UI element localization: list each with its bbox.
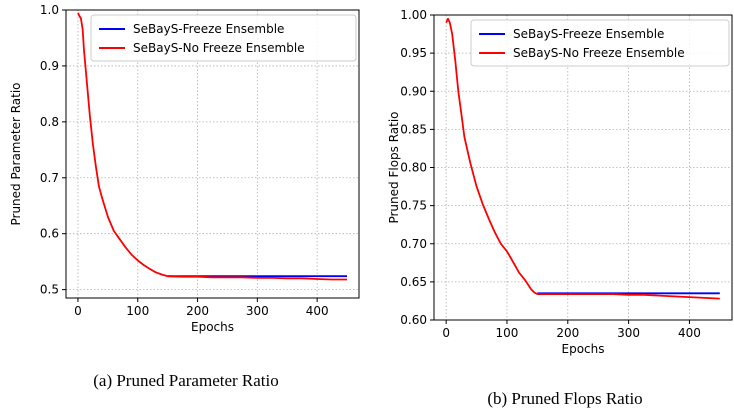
chart-caption: (b) Pruned Flops Ratio [487,389,642,408]
x-tick-label-3: 300 [246,304,269,318]
y-tick-label-2: 0.7 [40,171,59,185]
x-tick-label-0: 0 [442,326,450,340]
chart-0: 0 100 200 300 400 0.5 0.6 0.7 0.8 0.9 1.0 Epochs Pru… [9,3,360,390]
x-tick-label-4: 400 [306,304,329,318]
x-tick-label-0: 0 [74,304,82,318]
y-tick-label-5: 0.85 [400,122,427,136]
chart-1: 0 100 200 300 400 0.60 0.65 0.70 0.75 0.80 0.85 0.9… [387,8,733,408]
x-tick-label-4: 400 [678,326,701,340]
y-axis-label: Pruned Parameter Ratio [9,82,23,225]
legend-label-1: SeBayS-No Freeze Ensemble [133,41,305,55]
y-tick-label-0: 0.5 [40,283,59,297]
x-tick-label-2: 200 [186,304,209,318]
legend-label-0: SeBayS-Freeze Ensemble [513,27,664,41]
y-tick-label-1: 0.65 [400,275,427,289]
legend-box [470,19,730,67]
y-tick-label-5: 1.0 [40,3,59,17]
series-line-1 [77,12,347,281]
y-tick-label-3: 0.8 [40,115,59,129]
y-tick-label-6: 0.90 [400,84,427,98]
y-tick-label-1: 0.6 [40,227,59,241]
plot-frame [65,9,360,299]
series-line-1 [445,17,720,300]
x-tick-label-2: 200 [556,326,579,340]
x-axis-label: Epochs [562,342,605,356]
y-tick-label-4: 0.9 [40,59,59,73]
y-tick-label-4: 0.80 [400,161,427,175]
y-tick-label-7: 0.95 [400,46,427,60]
chart-caption: (a) Pruned Parameter Ratio [93,371,279,390]
x-axis-label: Epochs [191,320,234,334]
legend-box [90,14,357,62]
y-tick-label-8: 1.00 [400,8,427,22]
y-tick-label-3: 0.75 [400,199,427,213]
x-tick-label-1: 100 [496,326,519,340]
x-tick-label-1: 100 [126,304,149,318]
y-tick-label-2: 0.70 [400,237,427,251]
y-tick-label-0: 0.60 [400,313,427,327]
x-tick-label-3: 300 [617,326,640,340]
legend-label-1: SeBayS-No Freeze Ensemble [513,46,685,60]
y-axis-label: Pruned Flops Ratio [387,111,401,223]
legend-label-0: SeBayS-Freeze Ensemble [133,22,284,36]
